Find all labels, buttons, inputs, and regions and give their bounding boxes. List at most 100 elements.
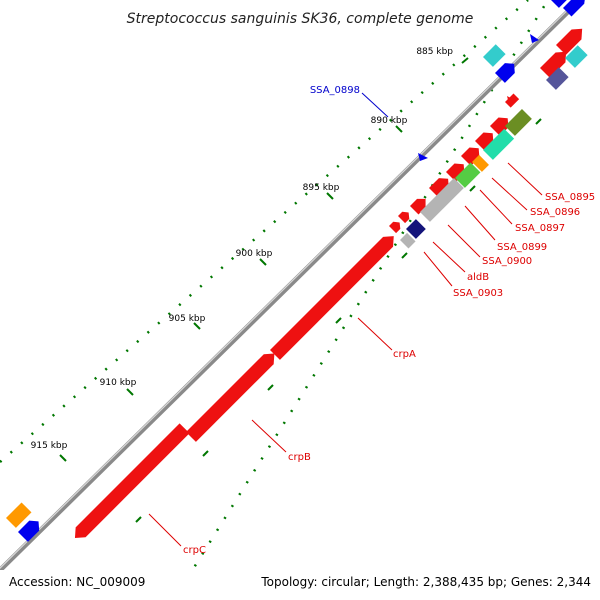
scale-tick-900 — [259, 258, 267, 266]
gray-feature[interactable] — [420, 178, 464, 222]
feature-box — [505, 109, 532, 136]
gray-feature[interactable] — [400, 232, 416, 249]
scale-tick-915 — [59, 454, 67, 462]
orange-feature[interactable] — [6, 502, 32, 528]
scale-label-900: 900 kbp — [236, 249, 273, 259]
scale-tick-890 — [395, 125, 403, 133]
orange-feature[interactable] — [472, 154, 489, 172]
genome-summary-text: Topology: circular; Length: 2,388,435 bp… — [260, 575, 591, 589]
cyan-feature[interactable] — [565, 45, 588, 68]
feature-box — [420, 178, 464, 222]
teal-feature[interactable] — [483, 128, 515, 160]
scale-label-915: 915 kbp — [31, 441, 68, 451]
leader-line — [357, 317, 393, 351]
feature-box — [565, 45, 588, 68]
scale-label-910: 910 kbp — [100, 378, 137, 388]
footer-bar — [0, 570, 600, 600]
cds-arrow — [398, 211, 410, 224]
gene-labels: SSA_0898 SSA_0895 SSA_0896 SSA_0897 SSA_… — [148, 85, 595, 556]
feature-box — [483, 128, 515, 160]
rna-features — [418, 34, 539, 161]
cds-arrow — [563, 0, 586, 17]
cds-feature-crpA[interactable] — [270, 231, 399, 360]
cds-feature-crpB[interactable] — [186, 349, 279, 442]
cds-arrow — [270, 236, 394, 360]
leader-line — [491, 177, 528, 211]
cyan-feature[interactable] — [483, 44, 506, 67]
gene-label-SSA_0900[interactable]: SSA_0900 — [482, 256, 532, 267]
inner-tick — [535, 118, 542, 125]
leader-line — [423, 251, 453, 287]
inner-tick — [401, 252, 408, 259]
feature-box — [6, 502, 32, 528]
accession-text: Accession: NC_009009 — [9, 575, 145, 589]
cds-arrow — [186, 353, 275, 442]
scale-tick-905 — [193, 322, 201, 330]
scale-tick-910 — [126, 388, 134, 396]
rna-marker[interactable] — [507, 96, 516, 104]
inner-tick — [469, 185, 476, 192]
cds-arrow — [389, 221, 401, 234]
cds-arrow — [540, 51, 567, 78]
leader-line — [447, 224, 481, 258]
scale-label-905: 905 kbp — [169, 314, 206, 324]
cds-feature[interactable] — [540, 47, 571, 78]
inner-tick — [267, 384, 274, 391]
cds-arrow — [556, 28, 583, 55]
backbone-highlight — [0, 0, 579, 569]
inner-tick — [335, 317, 342, 324]
gene-label-aldB[interactable]: aldB — [467, 272, 489, 283]
gene-label-SSA_0896[interactable]: SSA_0896 — [530, 207, 580, 218]
scale-label-890: 890 kbp — [371, 116, 408, 126]
leader-line — [479, 189, 513, 225]
scale-label-895: 895 kbp — [303, 183, 340, 193]
cds-feature-crpC[interactable] — [70, 423, 190, 543]
cds-arrow — [74, 423, 190, 538]
leader-line — [464, 205, 496, 241]
gene-label-SSA_0899[interactable]: SSA_0899 — [497, 242, 547, 253]
feature-box — [472, 154, 489, 172]
scale-label-885: 885 kbp — [416, 47, 453, 57]
gene-label-SSA_0898[interactable]: SSA_0898 — [310, 85, 360, 96]
gene-label-SSA_0903[interactable]: SSA_0903 — [453, 288, 503, 299]
cds-feature[interactable] — [556, 24, 587, 55]
cds-feature[interactable] — [563, 0, 590, 17]
genome-backbone — [0, 0, 584, 574]
scale-tick-895 — [326, 192, 334, 200]
slate-feature[interactable] — [546, 67, 569, 90]
inner-tick — [135, 516, 142, 523]
rna-marker[interactable] — [418, 153, 428, 161]
leader-line — [148, 513, 182, 547]
kbp-scale: 885 kbp 890 kbp 895 kbp 900 kbp 905 kbp … — [31, 47, 469, 462]
outer-dotted-guide — [0, 0, 529, 463]
guide-dots — [0, 0, 550, 591]
gene-label-SSA_0895[interactable]: SSA_0895 — [545, 192, 595, 203]
gene-label-SSA_0897[interactable]: SSA_0897 — [515, 223, 565, 234]
gene-label-crpC[interactable]: crpC — [183, 545, 206, 556]
feature-box — [400, 232, 416, 249]
feature-box — [483, 44, 506, 67]
feature-box — [546, 67, 569, 90]
leader-line — [251, 419, 287, 453]
leader-line — [361, 92, 389, 118]
leader-line — [507, 162, 543, 196]
gene-label-crpB[interactable]: crpB — [288, 452, 311, 463]
lime-feature[interactable] — [455, 162, 481, 188]
blue-feature[interactable] — [18, 516, 43, 542]
feature-arrow — [18, 520, 40, 542]
leader-line — [432, 241, 466, 273]
gene-label-crpA[interactable]: crpA — [393, 349, 416, 360]
map-title: Streptococcus sanguinis SK36, complete g… — [127, 11, 474, 27]
backbone-line — [0, 0, 584, 574]
cds-feature[interactable] — [389, 219, 403, 234]
feature-box — [455, 162, 481, 188]
scale-tick-885 — [461, 57, 469, 64]
olive-feature[interactable] — [505, 109, 532, 136]
cds-feature[interactable] — [398, 209, 412, 224]
rna-marker[interactable] — [530, 34, 539, 43]
inner-tick — [202, 450, 209, 457]
